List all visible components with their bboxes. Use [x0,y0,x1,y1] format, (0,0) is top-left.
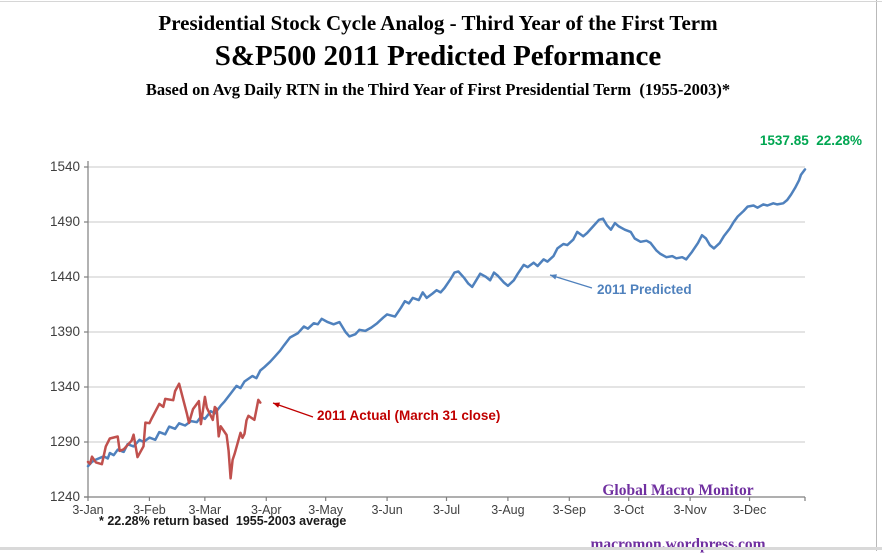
window-border-top [0,1,882,2]
actual-arrow [272,402,314,418]
y-axis-label: 1540 [49,159,80,174]
predicted-series-label: 2011 Predicted [597,282,692,297]
x-axis-label: 3-May [308,503,344,517]
x-axis-label: 3-Dec [732,503,767,517]
y-axis-label: 1240 [49,489,80,504]
x-axis-label: 3-Nov [673,503,707,517]
y-axis-label: 1290 [49,434,80,449]
y-axis-label: 1440 [49,269,80,284]
brand-name: Global Macro Monitor [602,482,754,499]
x-axis-label: 3-Jan [72,503,104,517]
footnote: * 22.28% return based 1955-2003 average [99,514,347,528]
chart-basis-note: Based on Avg Daily RTN in the Third Year… [145,80,731,99]
chart-title: Presidential Stock Cycle Analog - Third … [158,11,718,35]
x-axis-label: 3-Aug [491,503,525,517]
x-axis-label: 3-Jun [371,503,403,517]
window-border-right [876,0,877,551]
predicted-arrow [549,274,593,289]
x-axis-label: 3-Apr [250,503,282,517]
predicted-arrow-head [550,274,557,280]
series-line-predicted [86,168,807,468]
window-border-bottom [0,547,882,550]
y-axis-label: 1340 [49,379,80,394]
x-axis-label: 3-Mar [188,503,222,517]
final-value-label: 1537.85 22.28% [759,133,862,148]
x-axis-label: 3-Feb [133,503,166,517]
series-line-actual [86,382,262,480]
chart-subtitle: S&P500 2011 Predicted Peformance [214,40,662,72]
actual-series-label: 2011 Actual (March 31 close) [317,408,501,423]
y-axis-label: 1390 [49,324,80,339]
x-axis-label: 3-Sep [552,503,586,517]
x-axis-label: 3-Oct [613,503,644,517]
actual-arrow-head [273,402,280,408]
y-axis-label: 1490 [49,214,80,229]
brand-block: Global Macro Monitor macromon.wordpress.… [578,446,778,557]
x-axis-label: 3-Jul [432,503,461,517]
brand-url: macromon.wordpress.com [590,536,766,553]
